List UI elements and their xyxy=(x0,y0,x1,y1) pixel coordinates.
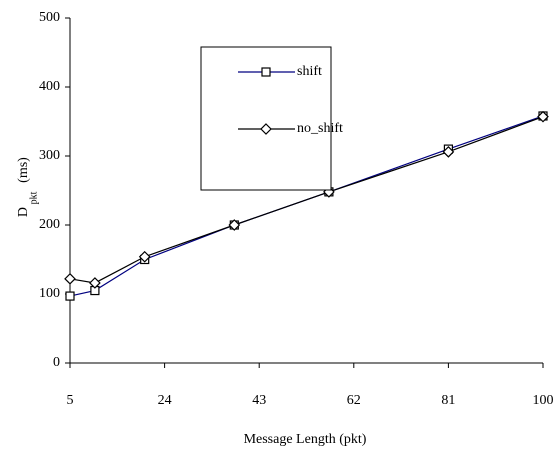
x-axis-label: Message Length (pkt) xyxy=(244,432,367,447)
legend-label: shift xyxy=(297,64,322,79)
y-tick-label: 400 xyxy=(39,79,60,94)
marker xyxy=(537,110,549,123)
legend-label: no_shift xyxy=(297,121,343,136)
x-tick-label: 43 xyxy=(252,393,266,408)
x-tick-label: 81 xyxy=(441,393,455,408)
marker xyxy=(89,277,101,289)
marker xyxy=(442,146,455,158)
marker xyxy=(65,291,75,301)
legend-marker xyxy=(261,67,271,77)
y-tick-label: 300 xyxy=(39,148,60,163)
y-tick-label: 100 xyxy=(39,286,60,301)
legend-marker xyxy=(260,123,272,135)
y-tick-label: 200 xyxy=(39,217,60,232)
y-axis-label: D pkt (ms) xyxy=(16,157,39,217)
x-tick-label: 100 xyxy=(533,393,554,408)
y-axis-label-unit: (ms) xyxy=(16,157,31,183)
y-tick-label: 0 xyxy=(53,355,60,370)
y-axis-label-sub: pkt xyxy=(28,191,39,204)
marker xyxy=(138,250,151,263)
x-tick-label: 5 xyxy=(67,393,74,408)
y-axis-label-main: D xyxy=(16,207,31,217)
marker xyxy=(64,272,76,285)
x-tick-label: 24 xyxy=(158,393,172,408)
y-tick-label: 500 xyxy=(39,10,60,25)
x-tick-label: 62 xyxy=(347,393,361,408)
legend: shift no_shift xyxy=(200,46,343,191)
marker xyxy=(228,219,241,231)
